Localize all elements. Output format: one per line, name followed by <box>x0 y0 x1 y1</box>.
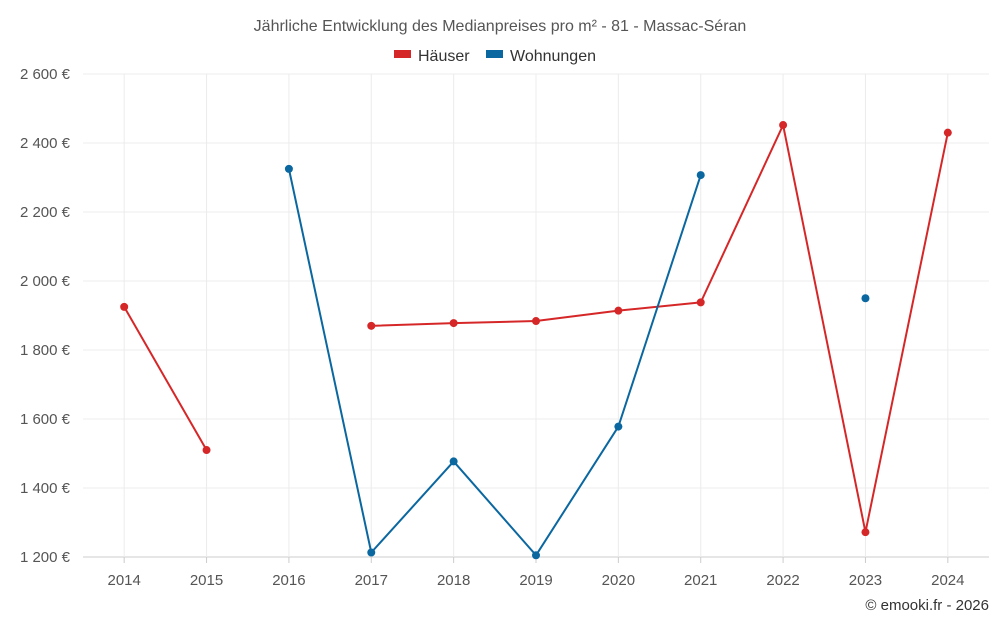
legend-label-haeuser[interactable]: Häuser <box>418 48 470 65</box>
data-point-haeuser[interactable] <box>779 121 788 130</box>
data-point-haeuser[interactable] <box>202 446 211 455</box>
y-axis: 1 200 € 1 400 € 1 600 € 1 800 € 2 000 € 2 200… <box>20 66 71 566</box>
data-point-wohnungen[interactable] <box>696 171 705 180</box>
data-point-haeuser[interactable] <box>120 302 129 311</box>
series-wohnungen <box>284 164 870 560</box>
data-point-wohnungen[interactable] <box>284 164 293 173</box>
data-point-wohnungen[interactable] <box>449 457 458 466</box>
series-group <box>120 121 952 560</box>
x-tick-label: 2014 <box>107 572 140 589</box>
credit-text: © emooki.fr - 2026 <box>865 597 989 614</box>
y-tick-label: 2 200 € <box>20 204 71 221</box>
data-point-wohnungen[interactable] <box>861 294 870 303</box>
x-tick-label: 2022 <box>766 572 799 589</box>
series-line-haeuser <box>123 306 208 451</box>
x-tick-label: 2018 <box>437 572 470 589</box>
x-tick-label: 2015 <box>190 572 223 589</box>
y-tick-label: 1 400 € <box>20 480 71 497</box>
y-tick-label: 2 400 € <box>20 135 71 152</box>
x-tick-label: 2020 <box>602 572 635 589</box>
chart-title: Jährliche Entwicklung des Medianpreises … <box>254 18 747 35</box>
x-tick-label: 2024 <box>931 572 964 589</box>
x-tick-label: 2016 <box>272 572 305 589</box>
y-tick-label: 2 600 € <box>20 66 71 83</box>
legend-swatch-wohnungen <box>486 50 503 58</box>
data-point-haeuser[interactable] <box>696 298 705 307</box>
data-point-wohnungen[interactable] <box>532 551 540 560</box>
y-tick-label: 1 200 € <box>20 549 71 566</box>
y-tick-label: 1 600 € <box>20 411 71 428</box>
data-point-haeuser[interactable] <box>449 319 458 328</box>
data-point-wohnungen[interactable] <box>614 422 623 431</box>
series-line-haeuser <box>371 124 949 534</box>
series-haeuser <box>120 121 952 537</box>
x-tick-label: 2021 <box>684 572 717 589</box>
y-tick-label: 2 000 € <box>20 273 71 290</box>
data-point-wohnungen[interactable] <box>367 548 376 557</box>
x-tick-label: 2023 <box>849 572 882 589</box>
data-point-haeuser[interactable] <box>614 306 623 315</box>
x-axis: 2014 2015 2016 2017 2018 2019 2020 2021 2022 2023… <box>107 557 965 589</box>
legend: Häuser Wohnungen <box>394 48 596 65</box>
data-point-haeuser[interactable] <box>943 128 952 137</box>
x-tick-label: 2017 <box>355 572 388 589</box>
legend-label-wohnungen[interactable]: Wohnungen <box>510 48 596 65</box>
data-point-haeuser[interactable] <box>532 317 540 326</box>
grid <box>83 73 989 558</box>
data-point-haeuser[interactable] <box>861 528 870 537</box>
y-tick-label: 1 800 € <box>20 342 71 359</box>
series-line-wohnungen <box>287 168 702 557</box>
legend-swatch-haeuser <box>394 50 411 58</box>
x-tick-label: 2019 <box>519 572 552 589</box>
data-point-haeuser[interactable] <box>367 321 376 330</box>
